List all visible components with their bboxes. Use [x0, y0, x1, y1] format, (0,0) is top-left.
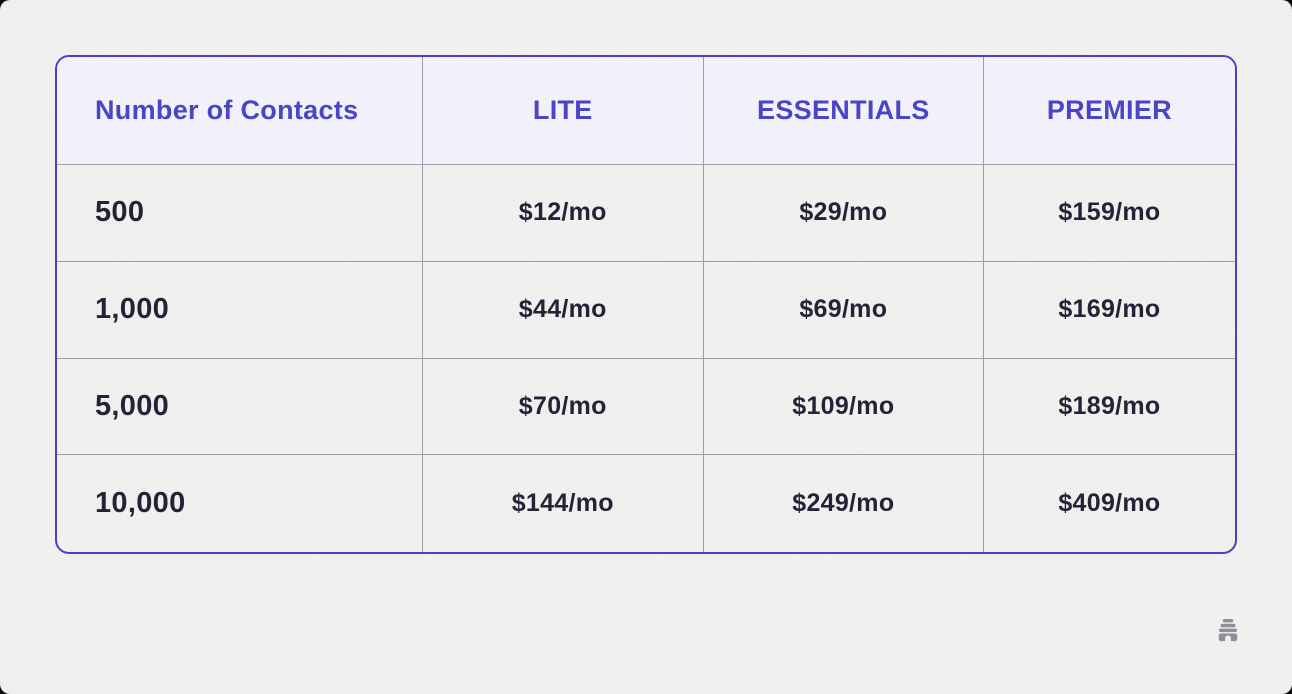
premier-price: $159/mo	[983, 165, 1235, 262]
contacts-value: 1,000	[57, 261, 423, 359]
column-header-contacts: Number of Contacts	[57, 57, 423, 165]
contacts-value: 5,000	[57, 358, 423, 456]
essentials-price: $69/mo	[703, 261, 984, 359]
column-header-premier: PREMIER	[983, 57, 1235, 165]
lite-price: $12/mo	[422, 165, 704, 262]
pricing-table: Number of Contacts LITE ESSENTIALS PREMI…	[55, 55, 1237, 554]
essentials-price: $109/mo	[703, 358, 984, 456]
contacts-value: 500	[57, 165, 423, 262]
premier-price: $169/mo	[983, 262, 1235, 359]
brand-logo	[1212, 614, 1244, 646]
essentials-price: $29/mo	[703, 165, 984, 262]
premier-price: $189/mo	[983, 359, 1235, 456]
lite-price: $44/mo	[422, 261, 704, 359]
contacts-value: 10,000	[57, 455, 423, 552]
beehive-icon	[1218, 618, 1238, 642]
lite-price: $70/mo	[422, 358, 704, 456]
essentials-price: $249/mo	[704, 455, 984, 552]
lite-price: $144/mo	[423, 455, 704, 552]
premier-price: $409/mo	[1058, 489, 1161, 518]
column-header-lite: LITE	[422, 57, 704, 165]
column-header-essentials: ESSENTIALS	[703, 57, 984, 165]
